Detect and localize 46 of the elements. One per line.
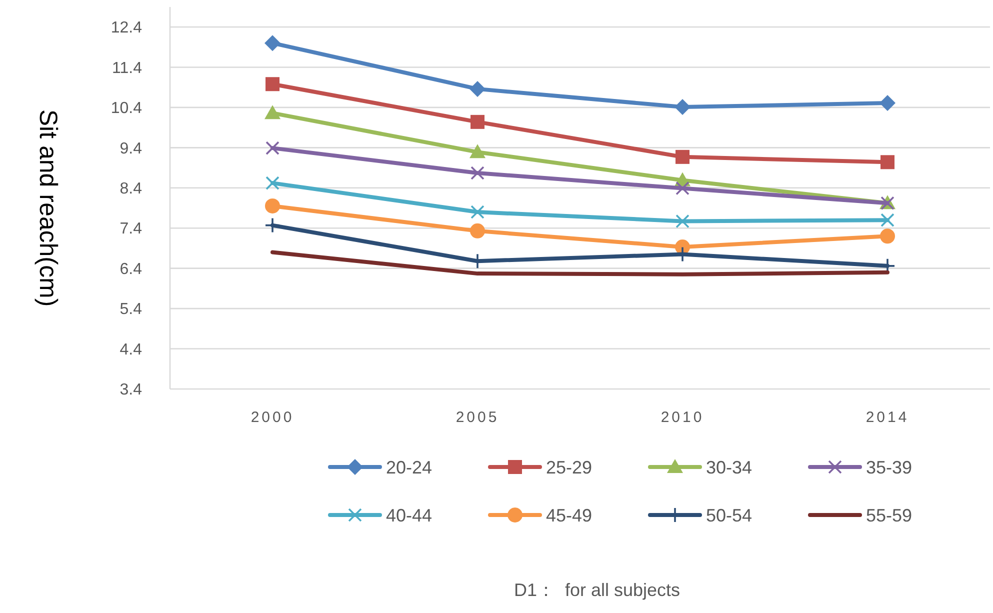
point bbox=[470, 114, 484, 129]
point bbox=[266, 77, 280, 92]
legend-label: 45-49 bbox=[546, 505, 592, 526]
point bbox=[470, 166, 484, 180]
point bbox=[880, 155, 894, 170]
y-tick-label: 5.4 bbox=[120, 301, 142, 318]
point bbox=[880, 228, 895, 244]
y-axis-title: Sit and reach(cm) bbox=[34, 109, 62, 307]
legend-label: 30-34 bbox=[706, 457, 752, 478]
y-tick-label: 3.4 bbox=[120, 382, 142, 399]
legend-label: 20-24 bbox=[386, 457, 432, 478]
legend-label: 50-54 bbox=[706, 505, 752, 526]
y-tick-label: 10.4 bbox=[110, 100, 142, 118]
y-tick-label: 6.4 bbox=[120, 260, 142, 278]
y-tick-label: 11.4 bbox=[112, 60, 142, 77]
point bbox=[676, 181, 690, 196]
point bbox=[880, 95, 896, 112]
x-tick-label: 2014 bbox=[866, 409, 910, 426]
y-tick-label: 7.4 bbox=[120, 220, 142, 238]
point bbox=[264, 105, 280, 120]
point bbox=[676, 150, 690, 164]
legend-label: 25-29 bbox=[546, 457, 592, 478]
y-tick-label: 9.4 bbox=[120, 140, 142, 158]
legend-label: 55-59 bbox=[866, 505, 912, 526]
point bbox=[470, 80, 486, 97]
text: D1： for all subjects bbox=[514, 580, 680, 600]
point bbox=[470, 205, 484, 219]
y-tick-label: 4.4 bbox=[120, 341, 142, 358]
x-tick-label: 2010 bbox=[660, 409, 704, 426]
line-series bbox=[270, 250, 890, 276]
point bbox=[264, 217, 280, 234]
point bbox=[265, 198, 280, 214]
point bbox=[266, 176, 280, 190]
y-tick-label: 8.4 bbox=[120, 180, 142, 198]
point bbox=[470, 223, 485, 238]
x-tick-label: 2000 bbox=[250, 409, 294, 426]
point bbox=[674, 99, 690, 116]
legend-label: 40-44 bbox=[386, 505, 432, 526]
point bbox=[470, 144, 486, 158]
y-tick-label: 12.4 bbox=[110, 20, 142, 37]
point bbox=[880, 213, 894, 227]
point bbox=[266, 141, 280, 155]
x-tick-label: 2005 bbox=[456, 409, 500, 426]
point bbox=[676, 214, 690, 228]
legend-label: 35-39 bbox=[866, 457, 912, 478]
point bbox=[264, 35, 280, 52]
